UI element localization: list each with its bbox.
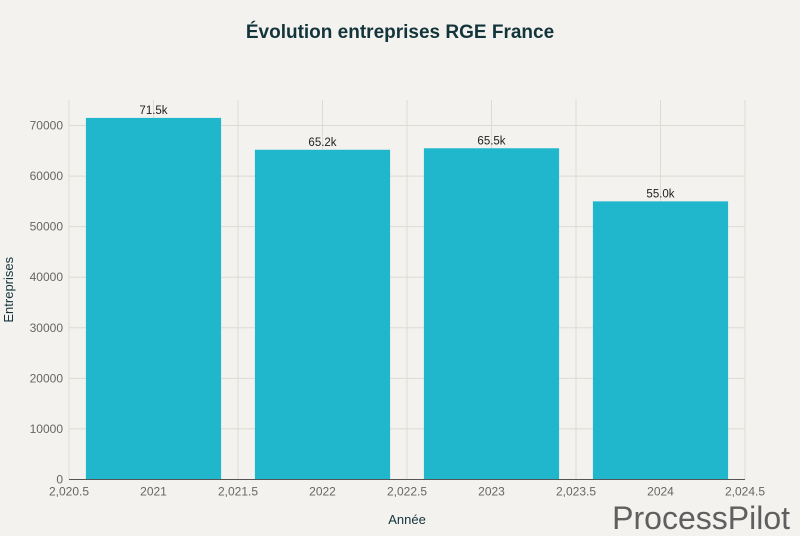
x-tick-label: 2024 [647, 485, 674, 499]
data-label: 65.2k [308, 137, 336, 149]
x-tick-label: 2022 [309, 485, 336, 499]
x-tick-label: 2021 [140, 485, 167, 499]
y-tick-label: 70000 [30, 119, 64, 133]
x-tick-label: 2023 [478, 485, 505, 499]
y-tick-label: 0 [56, 473, 63, 487]
y-tick-label: 10000 [30, 422, 64, 436]
y-tick-label: 40000 [30, 270, 64, 284]
y-tick-label: 20000 [30, 371, 64, 385]
x-tick-label: 2,022.5 [387, 485, 427, 499]
y-tick-label: 60000 [30, 169, 64, 183]
data-label: 65.5k [477, 135, 505, 147]
bar-2023 [423, 148, 560, 480]
bar-2022 [254, 149, 391, 480]
data-label: 55.0k [646, 188, 674, 200]
bar-2021 [85, 117, 222, 480]
x-axis-label: Année [388, 512, 426, 527]
x-tick-label: 2,020.5 [49, 485, 89, 499]
x-tick-label: 2,023.5 [556, 485, 596, 499]
y-tick-label: 50000 [30, 220, 64, 234]
bar-2024 [592, 201, 729, 480]
watermark-logo: ProcessPilot [612, 500, 790, 536]
data-label: 71.5k [139, 105, 167, 117]
x-tick-label: 2,024.5 [725, 485, 765, 499]
y-tick-label: 30000 [30, 321, 64, 335]
chart-title: Évolution entreprises RGE France [245, 22, 555, 43]
y-axis-label: Entreprises [1, 256, 16, 322]
x-tick-label: 2,021.5 [218, 485, 258, 499]
